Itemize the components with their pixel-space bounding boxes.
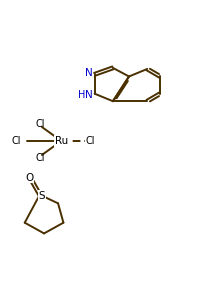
- Text: Cl: Cl: [12, 136, 22, 146]
- Text: Cl: Cl: [35, 119, 45, 129]
- Text: S: S: [39, 191, 45, 201]
- Text: H: H: [78, 90, 85, 100]
- Text: Cl: Cl: [35, 153, 45, 163]
- Text: Cl: Cl: [86, 136, 95, 146]
- Text: N: N: [85, 90, 92, 100]
- Text: N: N: [85, 68, 92, 78]
- Text: Ru: Ru: [55, 136, 68, 146]
- Text: O: O: [25, 173, 33, 183]
